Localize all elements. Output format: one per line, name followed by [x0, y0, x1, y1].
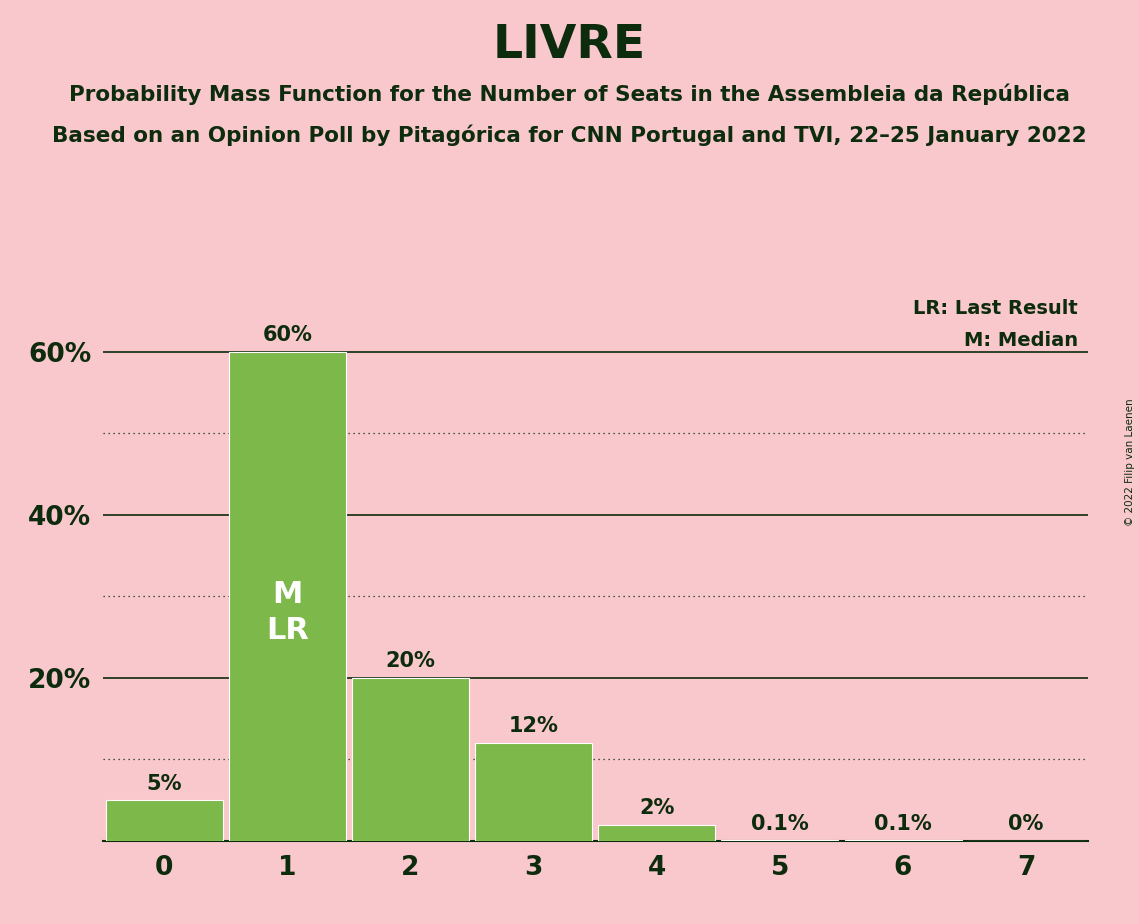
Text: 12%: 12%: [509, 716, 558, 736]
Text: © 2022 Filip van Laenen: © 2022 Filip van Laenen: [1125, 398, 1134, 526]
Text: 0.1%: 0.1%: [874, 813, 932, 833]
Text: Probability Mass Function for the Number of Seats in the Assembleia da República: Probability Mass Function for the Number…: [69, 83, 1070, 104]
Text: M
LR: M LR: [265, 580, 309, 645]
Bar: [229, 352, 346, 841]
Text: 5%: 5%: [146, 773, 182, 794]
Text: M: Median: M: Median: [964, 332, 1077, 350]
Text: 2%: 2%: [639, 798, 674, 818]
Text: 0%: 0%: [1008, 814, 1043, 834]
Bar: [106, 800, 222, 841]
Bar: [475, 743, 592, 841]
Bar: [598, 824, 715, 841]
Text: LIVRE: LIVRE: [493, 23, 646, 68]
Text: 0.1%: 0.1%: [751, 813, 809, 833]
Bar: [352, 678, 469, 841]
Text: 20%: 20%: [385, 651, 435, 671]
Text: Based on an Opinion Poll by Pitagórica for CNN Portugal and TVI, 22–25 January 2: Based on an Opinion Poll by Pitagórica f…: [52, 125, 1087, 146]
Text: 60%: 60%: [262, 325, 312, 346]
Text: LR: Last Result: LR: Last Result: [913, 298, 1077, 318]
